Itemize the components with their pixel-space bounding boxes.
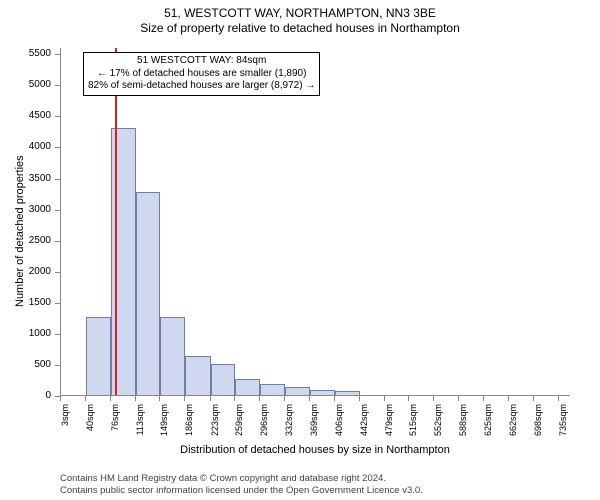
x-tick [408, 396, 409, 401]
x-tick-label: 259sqm [234, 404, 244, 464]
y-tick [55, 303, 60, 304]
x-tick [558, 396, 559, 401]
subject-marker-line [115, 48, 117, 395]
x-tick-label: 296sqm [259, 404, 269, 464]
y-tick [55, 210, 60, 211]
x-tick [309, 396, 310, 401]
chart-title-sub: Size of property relative to detached ho… [0, 20, 600, 35]
annotation-line: 51 WESTCOTT WAY: 84sqm [88, 55, 315, 68]
x-tick [384, 396, 385, 401]
x-tick [334, 396, 335, 401]
y-tick-label: 0 [19, 390, 51, 401]
x-tick-label: 515sqm [408, 404, 418, 464]
x-tick-label: 552sqm [433, 404, 443, 464]
x-tick-label: 698sqm [533, 404, 543, 464]
x-tick-label: 369sqm [309, 404, 319, 464]
y-tick-label: 2000 [19, 266, 51, 277]
y-tick-label: 5500 [19, 48, 51, 59]
histogram-bar [335, 391, 359, 395]
y-tick [55, 179, 60, 180]
y-tick-label: 4500 [19, 110, 51, 121]
y-tick-label: 2500 [19, 235, 51, 246]
x-tick [184, 396, 185, 401]
x-tick [458, 396, 459, 401]
x-tick-label: 3sqm [60, 404, 70, 464]
chart-title-main: 51, WESTCOTT WAY, NORTHAMPTON, NN3 3BE [0, 0, 600, 20]
x-tick-label: 442sqm [359, 404, 369, 464]
y-tick-label: 500 [19, 359, 51, 370]
y-tick-label: 4000 [19, 141, 51, 152]
x-tick [483, 396, 484, 401]
y-tick [55, 241, 60, 242]
x-tick [533, 396, 534, 401]
y-tick [55, 54, 60, 55]
y-tick-label: 3000 [19, 204, 51, 215]
y-tick-label: 3500 [19, 173, 51, 184]
x-tick [135, 396, 136, 401]
y-tick-label: 1500 [19, 297, 51, 308]
y-tick [55, 272, 60, 273]
x-tick-label: 479sqm [384, 404, 394, 464]
x-tick-label: 149sqm [159, 404, 169, 464]
x-tick-label: 223sqm [210, 404, 220, 464]
x-tick [159, 396, 160, 401]
x-tick-label: 332sqm [284, 404, 294, 464]
x-tick [85, 396, 86, 401]
x-tick-label: 76sqm [110, 404, 120, 464]
histogram-bar [235, 379, 260, 395]
x-tick-label: 186sqm [184, 404, 194, 464]
footer-line-1: Contains HM Land Registry data © Crown c… [60, 473, 423, 484]
x-tick [210, 396, 211, 401]
plot-area: 51 WESTCOTT WAY: 84sqm← 17% of detached … [60, 48, 570, 396]
annotation-line: ← 17% of detached houses are smaller (1,… [88, 68, 315, 81]
x-tick-label: 113sqm [135, 404, 145, 464]
chart-footer: Contains HM Land Registry data © Crown c… [60, 473, 423, 496]
x-tick-label: 40sqm [85, 404, 95, 464]
annotation-line: 82% of semi-detached houses are larger (… [88, 80, 315, 93]
histogram-bar [285, 387, 310, 395]
histogram-bar [160, 317, 185, 395]
x-tick [259, 396, 260, 401]
histogram-bar [310, 390, 335, 395]
y-tick [55, 85, 60, 86]
footer-line-2: Contains public sector information licen… [60, 485, 423, 496]
x-tick [508, 396, 509, 401]
x-tick-label: 588sqm [458, 404, 468, 464]
y-tick [55, 365, 60, 366]
histogram-bar [260, 384, 284, 395]
x-tick-label: 625sqm [483, 404, 493, 464]
x-tick [433, 396, 434, 401]
x-tick [60, 396, 61, 401]
histogram-bar [185, 356, 210, 395]
x-tick [234, 396, 235, 401]
x-tick [284, 396, 285, 401]
x-tick-label: 735sqm [558, 404, 568, 464]
y-tick [55, 334, 60, 335]
histogram-bar [211, 364, 235, 395]
y-tick [55, 116, 60, 117]
y-tick-label: 5000 [19, 79, 51, 90]
x-tick [359, 396, 360, 401]
histogram-bar [136, 192, 160, 395]
y-tick [55, 147, 60, 148]
histogram-bar [86, 317, 110, 395]
y-tick-label: 1000 [19, 328, 51, 339]
x-tick-label: 406sqm [334, 404, 344, 464]
x-tick-label: 662sqm [508, 404, 518, 464]
x-tick [110, 396, 111, 401]
annotation-box: 51 WESTCOTT WAY: 84sqm← 17% of detached … [83, 52, 320, 96]
